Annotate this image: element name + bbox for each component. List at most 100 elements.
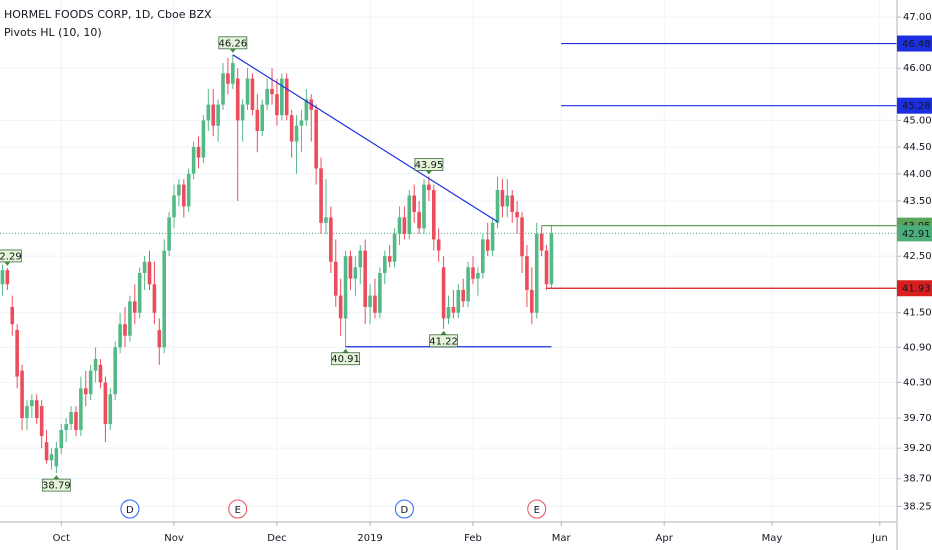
candle-body (0, 270, 5, 285)
candle-body (466, 267, 470, 302)
event-marker (120, 499, 140, 519)
candle-body (34, 400, 39, 419)
candle-body (299, 120, 304, 126)
candle-body (113, 347, 117, 395)
y-tick-label: 42.50 (903, 251, 932, 262)
pivot-label: 46.26 (219, 38, 248, 49)
pivot-box (0, 249, 22, 263)
candle-body (231, 63, 235, 84)
candle-body (30, 400, 34, 407)
candle-body (64, 424, 68, 431)
y-tick-label: 46.00 (903, 63, 932, 74)
candle-body (329, 217, 333, 262)
candle-body (74, 412, 78, 431)
candle-body (39, 406, 44, 437)
candle-body (363, 250, 367, 308)
x-tick-label: May (762, 533, 783, 544)
last-price-tag (897, 225, 932, 242)
candle-body (191, 146, 196, 174)
candle-body (15, 329, 19, 377)
candle-body (59, 430, 64, 449)
candle-body (436, 239, 441, 251)
x-tick-label: Nov (164, 533, 184, 544)
candle-body (270, 88, 274, 95)
event-marker (394, 499, 414, 519)
candle-body (172, 195, 176, 218)
candle-body (118, 324, 122, 348)
candle-body (417, 211, 421, 229)
candle-body (162, 250, 167, 348)
y-tick-label: 41.50 (903, 308, 932, 319)
y-tick-label: 40.90 (903, 342, 932, 353)
candle-body (289, 115, 294, 142)
event-label: E (534, 505, 540, 516)
candle-body (167, 217, 171, 251)
candle-body (343, 256, 348, 319)
candle-body (186, 173, 191, 207)
candle-body (539, 233, 544, 251)
y-tick-label: 38.70 (903, 474, 932, 485)
pivot-box (331, 352, 360, 366)
candle-body (319, 168, 323, 223)
candle-body (368, 295, 372, 308)
candle-body (201, 120, 206, 158)
candle-body (353, 267, 358, 279)
event-marker (527, 499, 547, 519)
pivot-pointer (53, 475, 60, 480)
candle-body (123, 324, 127, 336)
candle-body (182, 184, 186, 207)
candle-body (358, 250, 363, 268)
y-tick-label: 45.00 (903, 115, 932, 126)
candle-body (275, 94, 279, 116)
candle-body (476, 272, 480, 279)
candle-body (544, 250, 549, 285)
indicator-name: Pivots HL (10, 10) (4, 26, 102, 39)
candle-body (441, 267, 446, 319)
candle-body (93, 358, 98, 371)
price-tag (897, 280, 932, 297)
candle-body (69, 412, 73, 425)
candle-body (397, 217, 402, 234)
candle-body (505, 195, 510, 207)
pivot-box (429, 334, 458, 348)
candle-body (5, 270, 10, 285)
candle-body (304, 99, 309, 121)
candle-body (280, 78, 284, 116)
candle-body (485, 239, 490, 251)
price-tag (897, 35, 932, 52)
candle-body (431, 190, 436, 240)
candle-body (525, 256, 529, 290)
x-tick-label: Oct (53, 533, 70, 544)
pivot-box (414, 158, 444, 171)
candle-body (402, 217, 407, 234)
candle-body (83, 388, 88, 395)
candle-body (132, 301, 137, 313)
candle-body (196, 146, 201, 158)
candle-body (407, 195, 412, 234)
y-tick-label: 40.30 (903, 377, 932, 388)
candle-body (324, 217, 328, 223)
x-tick-label: Jun (871, 533, 888, 544)
y-tick-label: 44.50 (903, 142, 932, 153)
pivot-label: 42.29 (0, 251, 22, 262)
price-tag-label: 46.48 (902, 39, 931, 50)
price-tag-label: 41.93 (902, 284, 931, 295)
candle-body (79, 388, 83, 431)
pivot-label: 43.95 (415, 160, 444, 171)
candle-body (314, 109, 318, 169)
candle-body (422, 184, 426, 229)
event-label: E (235, 505, 241, 516)
candle-body (108, 394, 113, 425)
candle-body (284, 78, 289, 116)
candle-body (177, 184, 181, 196)
candle-body (221, 73, 225, 105)
candle-body (412, 195, 416, 212)
candle-body (235, 78, 240, 121)
pivot-pointer (425, 170, 432, 175)
pivot-pointer (229, 48, 236, 53)
trend-line (232, 54, 498, 223)
last-price-label: 42.91 (902, 229, 931, 240)
candle-body (20, 370, 24, 419)
plot-area: 42.29 38.79 46.26 40.91 43.95 41.22 (0, 0, 897, 522)
